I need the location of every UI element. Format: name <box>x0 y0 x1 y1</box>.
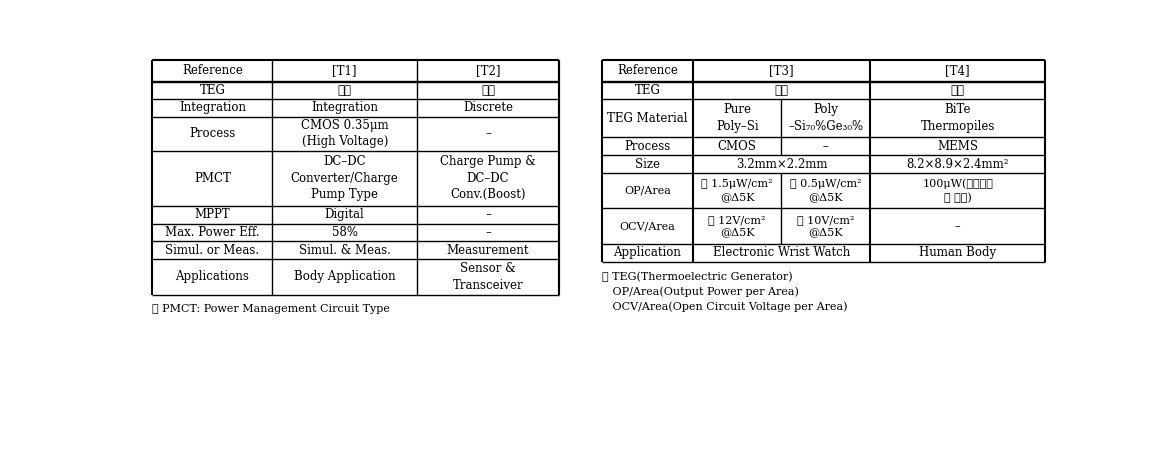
Text: 100μW(단위면적
넣 아님): 100μW(단위면적 넣 아님) <box>922 178 993 202</box>
Text: 58%: 58% <box>332 226 358 239</box>
Text: Charge Pump &
DC–DC
Conv.(Boost): Charge Pump & DC–DC Conv.(Boost) <box>440 155 536 201</box>
Text: Max. Power Eff.: Max. Power Eff. <box>165 226 260 239</box>
Text: Digital: Digital <box>325 208 365 221</box>
Text: [T4]: [T4] <box>945 64 970 77</box>
Text: ※ PMCT: Power Management Circuit Type: ※ PMCT: Power Management Circuit Type <box>152 304 391 314</box>
Bar <box>152 60 559 295</box>
Text: 제작: 제작 <box>951 84 965 97</box>
Text: [T2]: [T2] <box>476 64 501 77</box>
Text: Reference: Reference <box>617 64 677 77</box>
Text: MPPT: MPPT <box>194 208 230 221</box>
Text: BiTe
Thermopiles: BiTe Thermopiles <box>921 103 994 133</box>
Text: 8.2×8.9×2.4mm²: 8.2×8.9×2.4mm² <box>907 158 1009 170</box>
Text: 상용: 상용 <box>338 84 352 97</box>
Text: Reference: Reference <box>183 64 243 77</box>
Text: 제작: 제작 <box>775 84 789 97</box>
Text: Body Application: Body Application <box>294 270 395 283</box>
Text: OP/Area: OP/Area <box>624 185 670 195</box>
Text: DC–DC
Converter/Charge
Pump Type: DC–DC Converter/Charge Pump Type <box>291 155 399 201</box>
Text: MEMS: MEMS <box>937 140 978 153</box>
Text: Sensor &
Transceiver: Sensor & Transceiver <box>453 262 523 292</box>
Text: 약 10V/cm²
@Δ5K: 약 10V/cm² @Δ5K <box>797 215 854 237</box>
Text: Process: Process <box>190 127 235 140</box>
Text: Discrete: Discrete <box>463 101 514 114</box>
Text: Application: Application <box>613 246 681 260</box>
Text: Applications: Applications <box>176 270 249 283</box>
Text: Integration: Integration <box>311 101 378 114</box>
Text: TEG: TEG <box>634 84 660 97</box>
Text: Simul. or Meas.: Simul. or Meas. <box>165 244 260 257</box>
Text: –: – <box>486 226 491 239</box>
Text: –: – <box>823 140 828 153</box>
Text: –: – <box>955 221 961 231</box>
Text: Simul. & Meas.: Simul. & Meas. <box>298 244 391 257</box>
Text: TEG: TEG <box>200 84 226 97</box>
Text: Pure
Poly–Si: Pure Poly–Si <box>716 103 758 133</box>
Text: CMOS 0.35μm
(High Voltage): CMOS 0.35μm (High Voltage) <box>301 119 388 148</box>
Text: PMCT: PMCT <box>194 172 230 185</box>
Text: Human Body: Human Body <box>920 246 997 260</box>
Text: Integration: Integration <box>179 101 246 114</box>
Text: Size: Size <box>635 158 660 170</box>
Text: TEG Material: TEG Material <box>607 112 688 125</box>
Text: Measurement: Measurement <box>447 244 529 257</box>
Text: OCV/Area: OCV/Area <box>619 221 675 231</box>
Text: [T3]: [T3] <box>769 64 793 77</box>
Text: Electronic Wrist Watch: Electronic Wrist Watch <box>713 246 851 260</box>
Text: 약 12V/cm²
@Δ5K: 약 12V/cm² @Δ5K <box>708 215 766 237</box>
Text: Poly
–Si₇₀%Ge₃₀%: Poly –Si₇₀%Ge₃₀% <box>789 103 863 133</box>
Text: 상용: 상용 <box>481 84 495 97</box>
Text: ※ TEG(Thermoelectric Generator)
   OP/Area(Output Power per Area)
   OCV/Area(Op: ※ TEG(Thermoelectric Generator) OP/Area(… <box>601 271 847 312</box>
Text: [T1]: [T1] <box>332 64 357 77</box>
Bar <box>601 60 1045 262</box>
Text: Process: Process <box>625 140 670 153</box>
Text: 3.2mm×2.2mm: 3.2mm×2.2mm <box>736 158 827 170</box>
Text: 약 1.5μW/cm²
@Δ5K: 약 1.5μW/cm² @Δ5K <box>701 179 773 202</box>
Text: –: – <box>486 208 491 221</box>
Text: CMOS: CMOS <box>717 140 757 153</box>
Text: 약 0.5μW/cm²
@Δ5K: 약 0.5μW/cm² @Δ5K <box>790 179 861 202</box>
Text: –: – <box>486 127 491 140</box>
